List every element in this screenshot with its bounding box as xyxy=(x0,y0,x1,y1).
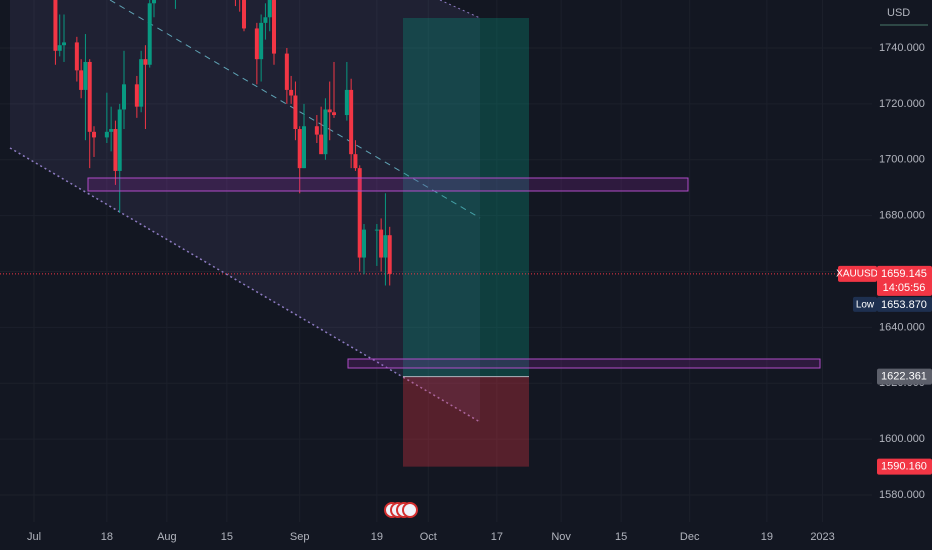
x-tick-label: Jul xyxy=(27,531,41,543)
candle-body xyxy=(379,229,384,258)
x-tick-label: 19 xyxy=(761,531,773,543)
candle-body xyxy=(319,134,324,155)
candle-body xyxy=(87,61,92,132)
candle-body xyxy=(79,70,84,90)
target-zone xyxy=(403,18,529,377)
y-tick-label: 1700.000 xyxy=(879,154,925,166)
low-tag xyxy=(853,296,877,312)
candle-body xyxy=(74,42,79,71)
zone xyxy=(87,177,689,192)
x-tick-label: 17 xyxy=(491,531,503,543)
x-tick-label: Aug xyxy=(157,531,177,543)
candle-body xyxy=(83,61,88,90)
candles xyxy=(0,0,872,286)
y-tick-label: 1600.000 xyxy=(879,433,925,445)
x-tick-label: Sep xyxy=(290,531,310,543)
x-tick-label: 15 xyxy=(221,531,233,543)
candle-body xyxy=(151,0,156,4)
event-icons xyxy=(384,502,418,518)
candle-body xyxy=(297,129,302,169)
channel-fill xyxy=(10,0,480,422)
low-price-tag xyxy=(877,296,932,312)
candle-body xyxy=(61,42,66,46)
candle-body xyxy=(259,22,264,60)
candle-body xyxy=(104,131,109,138)
candle-body xyxy=(271,0,276,54)
currency: USD xyxy=(887,7,910,19)
candle-body xyxy=(361,229,366,258)
x-tick-label: 15 xyxy=(615,531,627,543)
x-tick-label: Dec xyxy=(680,531,700,543)
candle-body xyxy=(301,126,306,169)
candle-body xyxy=(57,45,62,51)
candle-body xyxy=(109,129,114,132)
stop-zone xyxy=(403,376,529,467)
last-price-tag xyxy=(877,265,932,296)
candle-body xyxy=(289,89,294,96)
y-tick-label: 1580.000 xyxy=(879,489,925,501)
candle-body xyxy=(91,131,96,138)
position-tool xyxy=(403,18,529,467)
candle-body xyxy=(113,129,118,171)
price-axis xyxy=(872,0,932,522)
x-tick-label: Oct xyxy=(420,531,437,543)
entry-label: 1622.361 xyxy=(881,371,927,383)
stop-tag xyxy=(877,458,932,475)
x-tick-label: 2023 xyxy=(810,531,834,543)
channel-lower xyxy=(9,147,481,423)
x-tick-label: 18 xyxy=(101,531,113,543)
candle-body xyxy=(327,109,332,113)
x-tick-label: Nov xyxy=(551,531,571,543)
candle-body xyxy=(387,235,392,274)
candle-body xyxy=(139,59,144,107)
candle-body xyxy=(267,0,272,18)
candle-body xyxy=(284,53,289,90)
candle-body xyxy=(357,168,362,258)
zone xyxy=(347,358,821,369)
candle-body xyxy=(117,109,122,171)
y-tick-label: 1680.000 xyxy=(879,210,925,222)
candle-body xyxy=(147,3,152,65)
symbol-tag xyxy=(838,265,877,282)
y-tick-label: 1640.000 xyxy=(879,321,925,333)
candle-body xyxy=(263,17,268,23)
stop-label: 1590.160 xyxy=(881,461,927,473)
candle-body xyxy=(293,95,298,130)
axis-labels: 1580.0001600.0001620.0001640.0001660.000… xyxy=(836,42,932,501)
symbol-label: XAUUSD xyxy=(836,269,878,280)
candle-body xyxy=(349,89,354,155)
y-tick-label: 1720.000 xyxy=(879,98,925,110)
candle-body xyxy=(241,0,246,29)
last-price-label: 1659.145 xyxy=(881,268,927,280)
candle-body xyxy=(331,112,336,116)
candle-body xyxy=(353,154,358,169)
candle-body xyxy=(254,28,259,60)
x-tick-label: 19 xyxy=(371,531,383,543)
candle-body xyxy=(143,59,148,65)
candle-body xyxy=(121,84,126,110)
candle-body xyxy=(314,126,319,135)
countdown: 14:05:56 xyxy=(883,282,926,294)
candle-body xyxy=(53,0,58,51)
candle-body xyxy=(134,84,139,107)
candle-body xyxy=(383,235,388,258)
low-label: Low xyxy=(856,300,875,311)
candle-body xyxy=(344,89,349,116)
entry-tag xyxy=(877,368,932,385)
candle-body xyxy=(323,109,328,155)
candle-body xyxy=(374,229,379,231)
y-tick-label: 1740.000 xyxy=(879,42,925,54)
low-price-label: 1653.870 xyxy=(881,299,927,311)
event-icon[interactable] xyxy=(402,502,418,518)
channel-upper xyxy=(439,0,481,19)
